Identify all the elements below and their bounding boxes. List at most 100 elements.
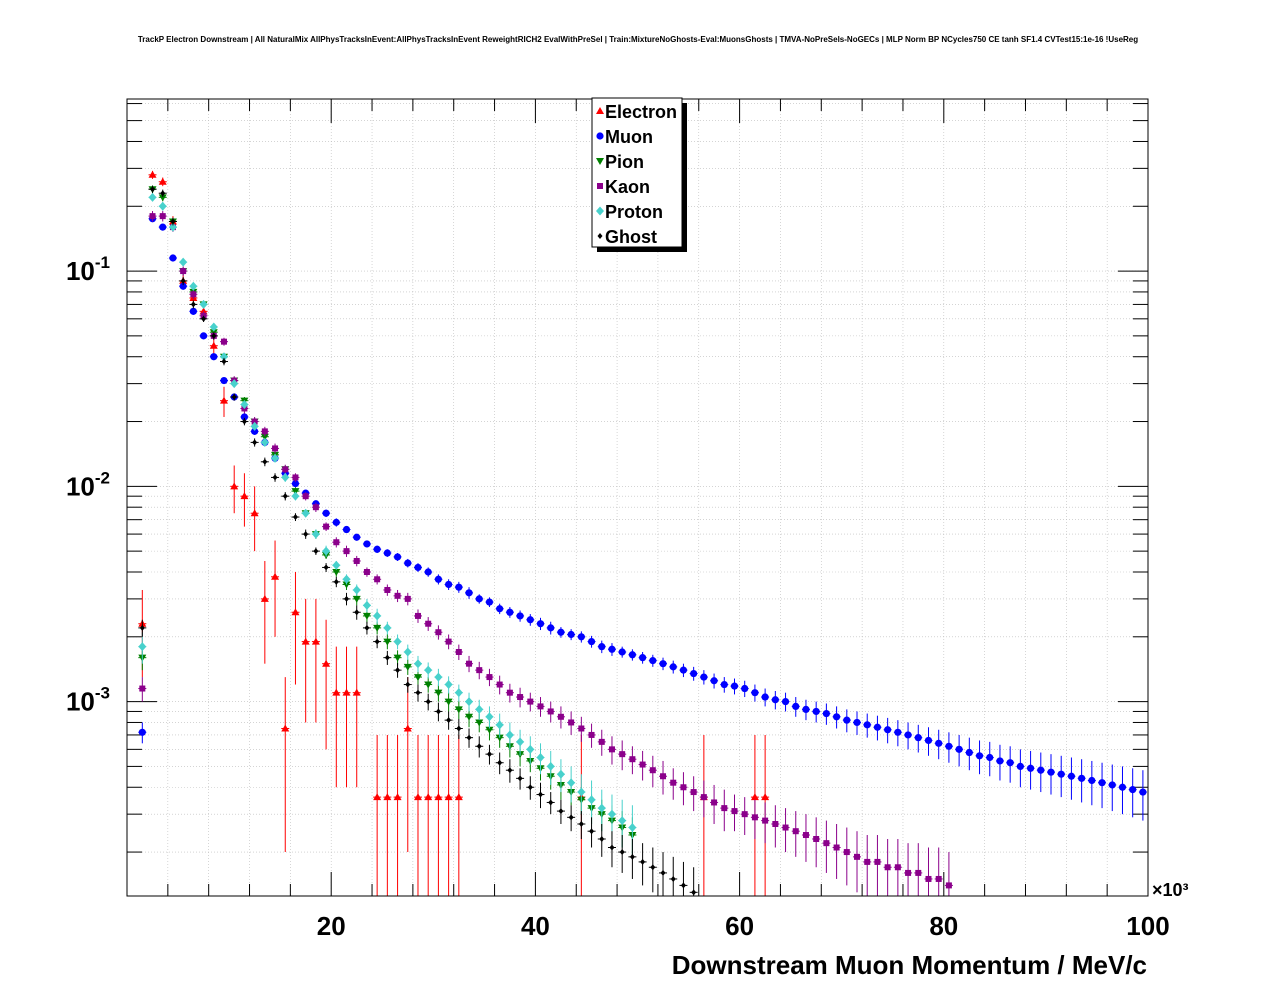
kaon-point xyxy=(220,338,227,345)
kaon-point xyxy=(690,789,697,796)
proton-point xyxy=(516,737,525,747)
kaon-point xyxy=(864,858,871,865)
ghost-point xyxy=(190,301,196,308)
kaon-point xyxy=(608,746,615,753)
x-tick-label: 60 xyxy=(725,911,754,941)
proton-point xyxy=(413,659,422,669)
proton-point xyxy=(424,665,433,675)
pion-point xyxy=(158,194,167,202)
ghost-point xyxy=(629,853,635,860)
pion-point xyxy=(291,488,300,496)
ghost-point xyxy=(323,564,329,571)
kaon-point xyxy=(700,794,707,801)
ghost-point xyxy=(282,493,288,500)
muon-point xyxy=(169,254,177,262)
kaon-point xyxy=(731,808,738,815)
kaon-point xyxy=(874,858,881,865)
proton-point xyxy=(373,611,382,621)
pion-point xyxy=(393,654,402,662)
proton-point xyxy=(577,787,586,797)
electron-point xyxy=(352,688,361,696)
muon-point xyxy=(924,736,933,745)
kaon-point xyxy=(527,698,534,705)
proton-point xyxy=(219,352,228,362)
kaon-point xyxy=(272,445,279,452)
proton-point xyxy=(536,752,545,762)
proton-point xyxy=(526,744,535,754)
electron-point xyxy=(281,724,290,732)
ghost-point xyxy=(507,767,513,774)
legend-marker-pion xyxy=(596,158,604,165)
muon-point xyxy=(894,728,902,736)
pion-point xyxy=(413,674,422,682)
kaon-point xyxy=(670,779,677,786)
pion-point xyxy=(342,581,351,589)
kaon-point xyxy=(149,213,156,220)
muon-point xyxy=(761,693,769,701)
ghost-point xyxy=(476,743,482,750)
ghost-point xyxy=(252,439,258,446)
ghost-point xyxy=(201,315,207,322)
ghost-point xyxy=(292,514,298,521)
proton-point xyxy=(311,529,320,539)
ghost-point xyxy=(599,835,605,842)
kaon-point xyxy=(394,592,401,599)
kaon-point xyxy=(802,832,809,839)
ghost-point xyxy=(497,759,503,766)
pion-point xyxy=(444,698,453,706)
muon-point xyxy=(843,716,851,724)
legend-marker-electron xyxy=(596,107,604,114)
muon-point xyxy=(965,748,973,757)
ghost-point xyxy=(609,844,615,851)
muon-point xyxy=(159,223,167,231)
proton-point xyxy=(628,823,637,833)
proton-point xyxy=(618,816,627,826)
kaon-point xyxy=(323,523,330,530)
muon-point xyxy=(812,707,820,716)
kaon-point xyxy=(251,418,258,425)
ghost-point xyxy=(691,889,697,896)
muon-point xyxy=(1098,779,1106,787)
proton-point xyxy=(485,712,494,722)
kaon-point xyxy=(414,612,421,619)
electron-point xyxy=(209,341,218,349)
muon-point xyxy=(434,575,443,583)
kaon-point xyxy=(506,689,513,696)
ghost-point xyxy=(384,654,390,661)
kaon-point xyxy=(312,504,319,511)
ghost-point xyxy=(670,875,676,882)
muon-point xyxy=(179,282,187,290)
muon-point xyxy=(1139,788,1147,796)
muon-point xyxy=(1078,774,1086,782)
electron-point xyxy=(311,637,320,645)
muon-point xyxy=(832,713,841,721)
muon-point xyxy=(1118,783,1127,791)
ghost-point xyxy=(517,775,523,782)
muon-point xyxy=(720,680,728,689)
proton-point xyxy=(342,574,351,584)
kaon-point xyxy=(925,875,932,882)
proton-point xyxy=(332,560,341,570)
muon-point xyxy=(189,307,197,315)
muon-point xyxy=(649,657,657,665)
kaon-point xyxy=(619,751,626,758)
muon-point xyxy=(1088,776,1096,785)
kaon-point xyxy=(935,875,942,882)
kaon-point xyxy=(894,864,901,871)
pion-point xyxy=(495,734,504,742)
kaon-point xyxy=(547,708,554,715)
muon-point xyxy=(1026,764,1035,772)
ghost-point xyxy=(538,791,544,798)
proton-point xyxy=(475,704,484,714)
electron-point xyxy=(750,793,759,801)
muon-point xyxy=(138,728,146,736)
muon-point xyxy=(353,533,361,541)
legend-box xyxy=(591,97,683,248)
ghost-point xyxy=(425,698,431,705)
electron-point xyxy=(424,793,433,801)
kaon-point xyxy=(884,864,891,871)
muon-point xyxy=(393,553,402,561)
kaon-point xyxy=(854,853,861,860)
muon-point xyxy=(445,580,453,589)
proton-point xyxy=(230,379,239,389)
